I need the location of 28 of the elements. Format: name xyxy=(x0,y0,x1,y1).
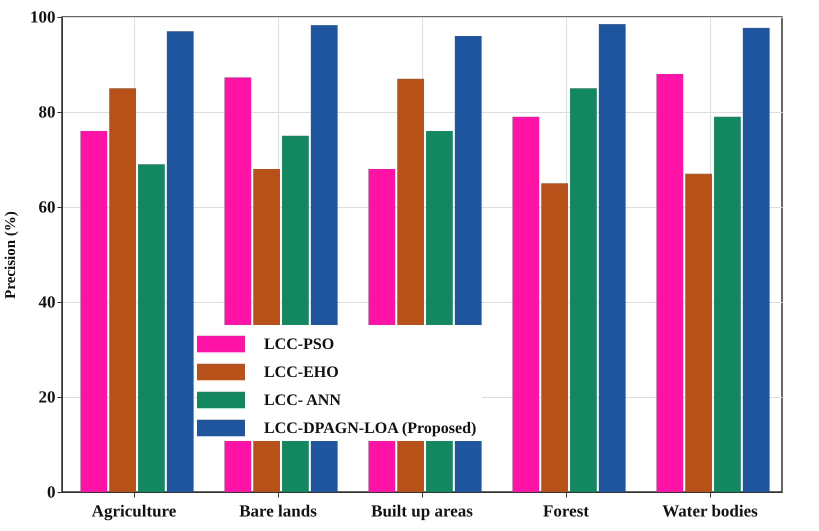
bar xyxy=(512,116,540,492)
bar xyxy=(714,116,741,492)
y-tick-label: 60 xyxy=(38,198,56,216)
y-tick-label: 100 xyxy=(30,8,56,26)
bar xyxy=(541,183,568,492)
y-tick-label: 20 xyxy=(38,388,56,406)
bar xyxy=(656,74,684,492)
y-tick-label: 0 xyxy=(47,482,56,502)
bar xyxy=(109,88,136,492)
x-tick-label: Forest xyxy=(543,502,590,520)
x-tick-label: Agriculture xyxy=(92,502,177,520)
legend-label: LCC-EHO xyxy=(264,364,339,381)
bar xyxy=(742,28,770,492)
bar xyxy=(80,131,108,492)
bar xyxy=(598,24,626,492)
y-tick-label: 80 xyxy=(38,102,56,122)
legend-label: LCC-DPAGN-LOA (Proposed) xyxy=(264,420,476,437)
legend-label: LCC-PSO xyxy=(264,336,334,353)
bar xyxy=(570,88,597,492)
bar xyxy=(166,31,194,492)
x-tick-label: Bare lands xyxy=(239,502,318,520)
bar xyxy=(685,174,712,492)
x-tick-label: Water bodies xyxy=(662,502,758,520)
legend-label: LCC- ANN xyxy=(264,392,342,409)
bar xyxy=(138,164,165,492)
y-tick-label: 40 xyxy=(38,292,56,312)
y-axis-title: Precision (%) xyxy=(3,211,19,299)
x-tick-label: Built up areas xyxy=(371,502,474,520)
